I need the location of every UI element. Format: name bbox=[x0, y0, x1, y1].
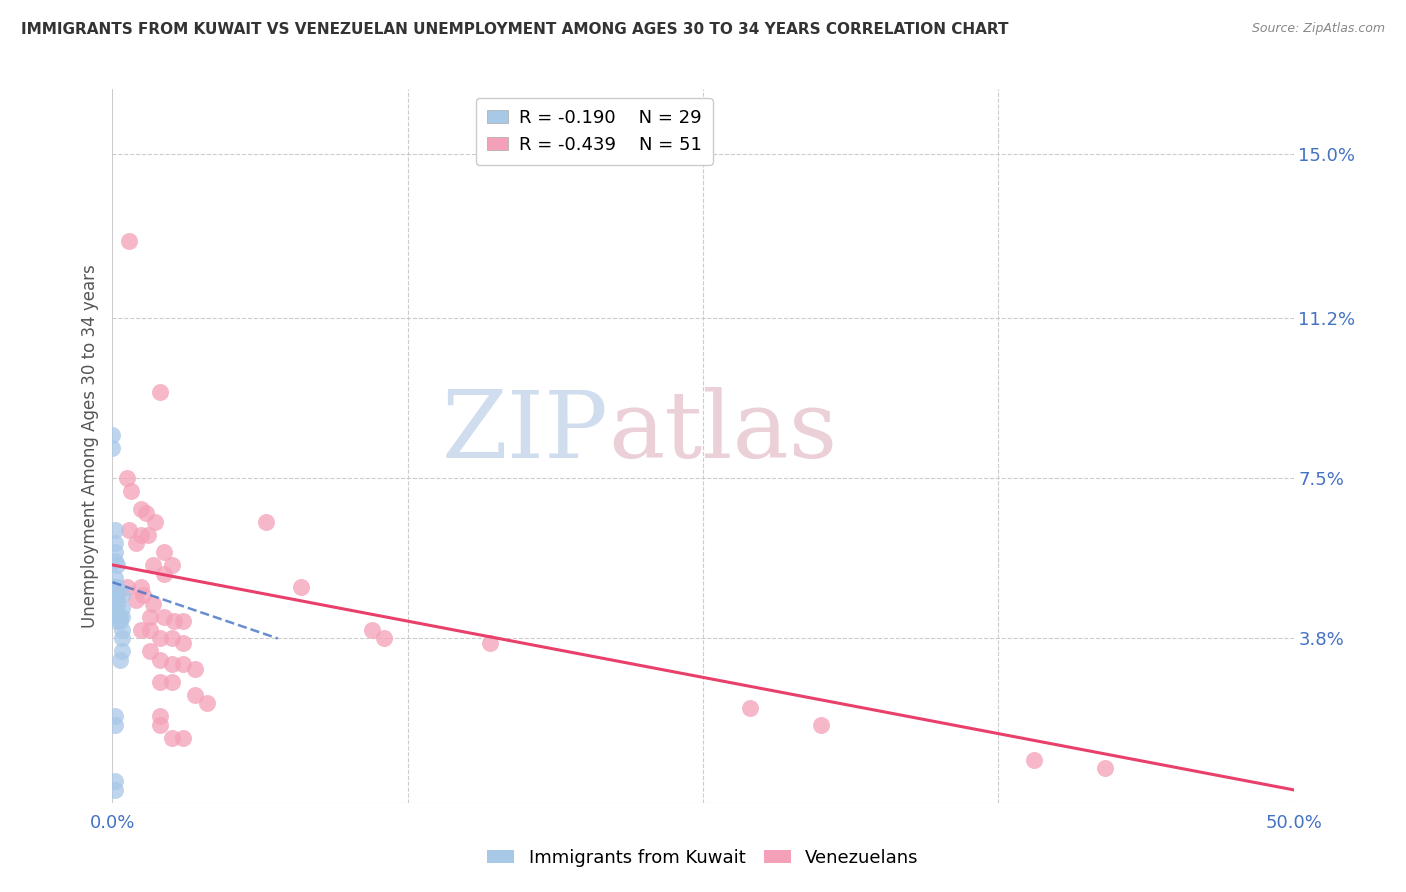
Point bbox=[184, 662, 207, 676]
Point bbox=[160, 558, 183, 572]
Y-axis label: Unemployment Among Ages 30 to 34 years: Unemployment Among Ages 30 to 34 years bbox=[80, 264, 98, 628]
Text: atlas: atlas bbox=[609, 387, 838, 476]
Point bbox=[129, 501, 152, 516]
Point bbox=[104, 709, 127, 723]
Point bbox=[108, 610, 131, 624]
Point bbox=[139, 610, 162, 624]
Point bbox=[115, 471, 138, 485]
Point bbox=[104, 553, 127, 567]
Point bbox=[104, 545, 127, 559]
Point bbox=[111, 644, 134, 658]
Point bbox=[142, 597, 165, 611]
Legend: Immigrants from Kuwait, Venezuelans: Immigrants from Kuwait, Venezuelans bbox=[479, 842, 927, 874]
Point bbox=[111, 632, 134, 646]
Point bbox=[105, 597, 128, 611]
Point bbox=[810, 718, 832, 732]
Point bbox=[1022, 753, 1045, 767]
Point bbox=[195, 696, 218, 710]
Point bbox=[104, 774, 127, 789]
Point bbox=[290, 580, 312, 594]
Point bbox=[136, 527, 159, 541]
Point bbox=[104, 718, 127, 732]
Point bbox=[105, 592, 128, 607]
Point bbox=[149, 709, 172, 723]
Point bbox=[139, 623, 162, 637]
Point bbox=[132, 588, 155, 602]
Point bbox=[172, 614, 194, 628]
Point bbox=[104, 571, 127, 585]
Point bbox=[172, 731, 194, 745]
Point bbox=[105, 588, 128, 602]
Point bbox=[104, 601, 127, 615]
Point bbox=[160, 674, 183, 689]
Point bbox=[111, 588, 134, 602]
Point bbox=[120, 484, 142, 499]
Text: ZIP: ZIP bbox=[441, 387, 609, 476]
Point bbox=[105, 614, 128, 628]
Point bbox=[135, 506, 157, 520]
Point bbox=[172, 657, 194, 672]
Point bbox=[149, 632, 172, 646]
Point bbox=[160, 731, 183, 745]
Point bbox=[129, 623, 152, 637]
Point bbox=[361, 623, 384, 637]
Point bbox=[172, 636, 194, 650]
Point bbox=[740, 700, 762, 714]
Point bbox=[254, 515, 277, 529]
Point bbox=[105, 558, 128, 572]
Point bbox=[153, 566, 176, 581]
Point bbox=[125, 536, 148, 550]
Point bbox=[111, 610, 134, 624]
Point bbox=[143, 515, 166, 529]
Point bbox=[101, 441, 124, 455]
Point bbox=[111, 601, 134, 615]
Point bbox=[125, 592, 148, 607]
Point bbox=[118, 524, 141, 538]
Point bbox=[105, 580, 128, 594]
Point bbox=[101, 428, 124, 442]
Point bbox=[149, 674, 172, 689]
Point bbox=[373, 632, 395, 646]
Legend: R = -0.190    N = 29, R = -0.439    N = 51: R = -0.190 N = 29, R = -0.439 N = 51 bbox=[475, 98, 713, 165]
Point bbox=[129, 527, 152, 541]
Point bbox=[139, 644, 162, 658]
Point bbox=[115, 580, 138, 594]
Point bbox=[104, 536, 127, 550]
Point bbox=[104, 580, 127, 594]
Text: IMMIGRANTS FROM KUWAIT VS VENEZUELAN UNEMPLOYMENT AMONG AGES 30 TO 34 YEARS CORR: IMMIGRANTS FROM KUWAIT VS VENEZUELAN UNE… bbox=[21, 22, 1008, 37]
Point bbox=[153, 610, 176, 624]
Point bbox=[1094, 761, 1116, 775]
Point bbox=[108, 614, 131, 628]
Point bbox=[149, 384, 172, 399]
Point bbox=[149, 653, 172, 667]
Point bbox=[160, 632, 183, 646]
Point bbox=[184, 688, 207, 702]
Point bbox=[104, 524, 127, 538]
Point bbox=[142, 558, 165, 572]
Point bbox=[105, 606, 128, 620]
Point bbox=[153, 545, 176, 559]
Point bbox=[479, 636, 502, 650]
Point bbox=[160, 657, 183, 672]
Point bbox=[118, 234, 141, 248]
Point bbox=[108, 653, 131, 667]
Point bbox=[129, 580, 152, 594]
Point bbox=[149, 718, 172, 732]
Point bbox=[111, 623, 134, 637]
Point bbox=[104, 782, 127, 797]
Text: Source: ZipAtlas.com: Source: ZipAtlas.com bbox=[1251, 22, 1385, 36]
Point bbox=[163, 614, 186, 628]
